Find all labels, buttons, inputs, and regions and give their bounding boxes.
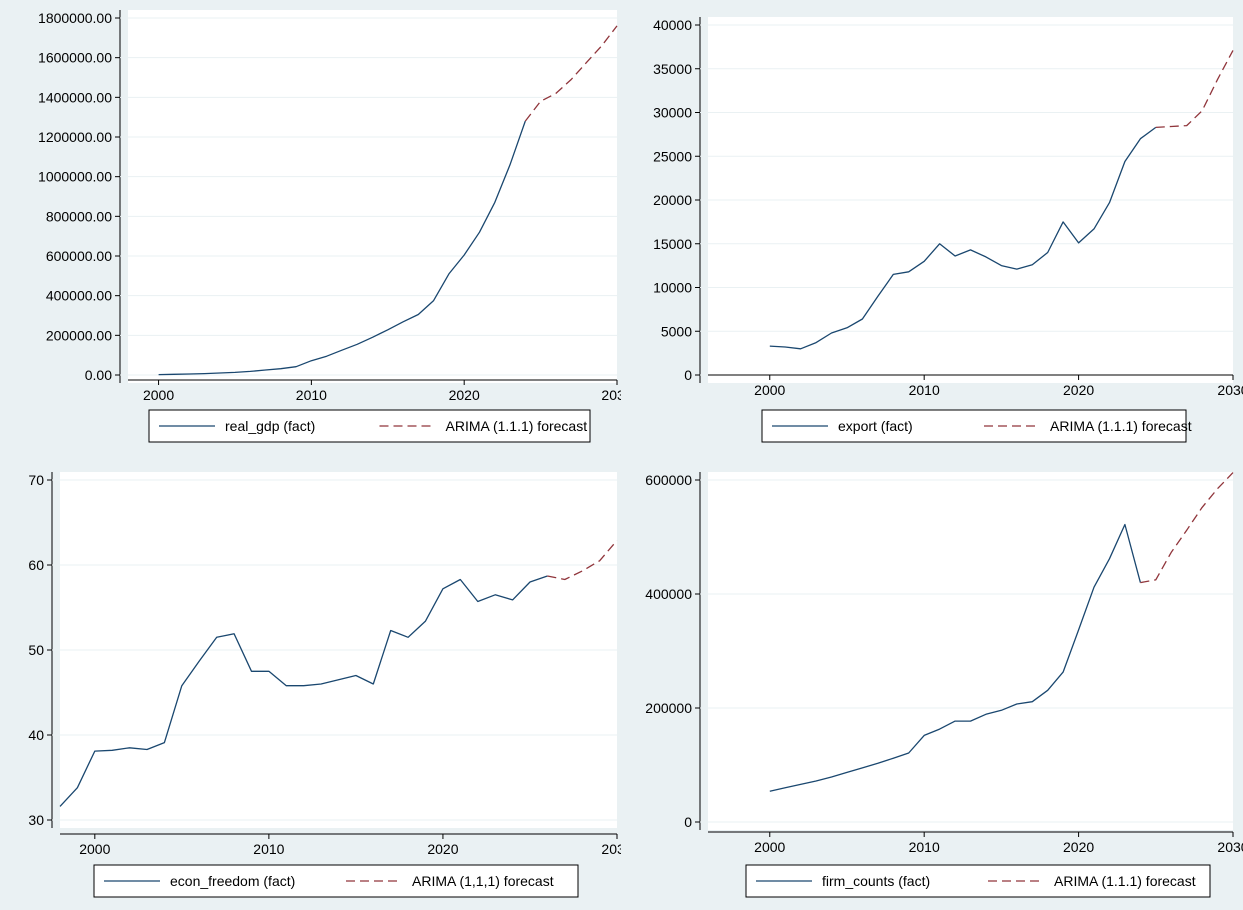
y-tick-label: 0 [684, 367, 692, 383]
plot-area [128, 10, 617, 383]
y-tick-label: 200000 [645, 700, 692, 716]
chart-svg: 30 40 50 60 70 2000 2010 2020 2030 econ_freedom (… [28, 472, 621, 898]
x-tick-label: 2000 [143, 387, 174, 403]
forecast-line [1140, 472, 1234, 584]
chart-panel-econ-freedom: 30 40 50 60 70 2000 2010 2020 2030 econ_freedom (… [0, 455, 621, 910]
chart-panel-export: 0 5000 10000 15000 20000 25000 30000 35000 40000… [622, 0, 1243, 455]
x-tick-label: 2000 [79, 841, 110, 857]
chart-svg: 0 5000 10000 15000 20000 25000 30000 35000 40000… [653, 17, 1243, 443]
x-tick-label: 2010 [909, 382, 940, 398]
y-tick-label: 30000 [653, 105, 692, 121]
legend: export (fact) ARIMA (1.1.1) forecast [761, 409, 1192, 443]
x-tick-label: 2020 [449, 387, 480, 403]
fact-line [769, 523, 1142, 792]
legend-label: econ_freedom (fact) [170, 873, 295, 889]
y-tick-label: 600000 [645, 472, 692, 488]
legend-label: ARIMA (1.1.1) forecast [1054, 873, 1196, 889]
y-tick-label: 40000 [653, 17, 692, 33]
y-tick-label: 5000 [661, 323, 692, 339]
x-tick-label: 2010 [909, 839, 940, 855]
y-tick-label: 1400000.00 [38, 89, 112, 105]
legend-label: real_gdp (fact) [225, 418, 315, 434]
x-tick-label: 2000 [754, 839, 785, 855]
y-tick-label: 35000 [653, 61, 692, 77]
legend-box [93, 864, 579, 898]
chart-svg: 0.00 200000.00 400000.00 600000.00 800000.00… [38, 10, 621, 443]
y-tick-label: 200000.00 [46, 327, 112, 343]
y-tick-label: 1600000.00 [38, 50, 112, 66]
legend-box [761, 409, 1187, 443]
y-tick-label: 60 [28, 557, 44, 573]
y-tick-label: 30 [28, 812, 44, 828]
x-tick-label: 2030 [601, 387, 621, 403]
y-tick-label: 600000.00 [46, 248, 112, 264]
y-tick-label: 0 [684, 814, 692, 830]
x-tick-label: 2020 [1063, 382, 1094, 398]
legend-box [148, 409, 591, 443]
y-tick-label: 20000 [653, 192, 692, 208]
y-tick-label: 0.00 [85, 367, 112, 383]
y-tick-label: 25000 [653, 148, 692, 164]
chart-panel-real-gdp: 0.00 200000.00 400000.00 600000.00 800000.00… [0, 0, 621, 455]
x-tick-label: 2010 [296, 387, 327, 403]
chart-svg: 0 200000 400000 600000 2000 2010 2020 2030 firm_… [645, 472, 1243, 898]
y-tick-label: 1000000.00 [38, 169, 112, 185]
forecast-line [1155, 50, 1234, 129]
legend: econ_freedom (fact) ARIMA (1,1,1) forecas… [93, 864, 579, 898]
legend: firm_counts (fact) ARIMA (1.1.1) forecast [745, 864, 1211, 898]
x-tick-label: 2010 [253, 841, 284, 857]
legend-label: ARIMA (1,1,1) forecast [412, 873, 554, 889]
x-tick-label: 2020 [427, 841, 458, 857]
forecast-line [524, 25, 618, 122]
y-tick-label: 40 [28, 727, 44, 743]
chart-panel-firm-counts: 0 200000 400000 600000 2000 2010 2020 2030 firm_… [622, 455, 1243, 910]
fact-line [59, 575, 548, 807]
y-tick-label: 10000 [653, 280, 692, 296]
y-tick-label: 15000 [653, 236, 692, 252]
plot-area [708, 472, 1233, 830]
legend-label: ARIMA (1.1.1) forecast [1050, 418, 1192, 434]
y-tick-label: 70 [28, 472, 44, 488]
y-tick-label: 1800000.00 [38, 10, 112, 26]
fact-line [769, 126, 1157, 350]
y-tick-label: 400000 [645, 586, 692, 602]
legend-label: export (fact) [838, 418, 913, 434]
legend-label: ARIMA (1.1.1) forecast [446, 418, 588, 434]
fact-line [158, 120, 526, 376]
y-tick-label: 1200000.00 [38, 129, 112, 145]
x-tick-label: 2020 [1063, 839, 1094, 855]
x-tick-label: 2030 [1217, 839, 1243, 855]
x-tick-label: 2030 [601, 841, 621, 857]
legend: real_gdp (fact) ARIMA (1.1.1) forecast [148, 409, 591, 443]
y-tick-label: 800000.00 [46, 208, 112, 224]
x-tick-label: 2000 [754, 382, 785, 398]
legend-box [745, 864, 1211, 898]
legend-label: firm_counts (fact) [822, 873, 930, 889]
x-tick-label: 2030 [1217, 382, 1243, 398]
y-tick-label: 50 [28, 642, 44, 658]
y-tick-label: 400000.00 [46, 288, 112, 304]
